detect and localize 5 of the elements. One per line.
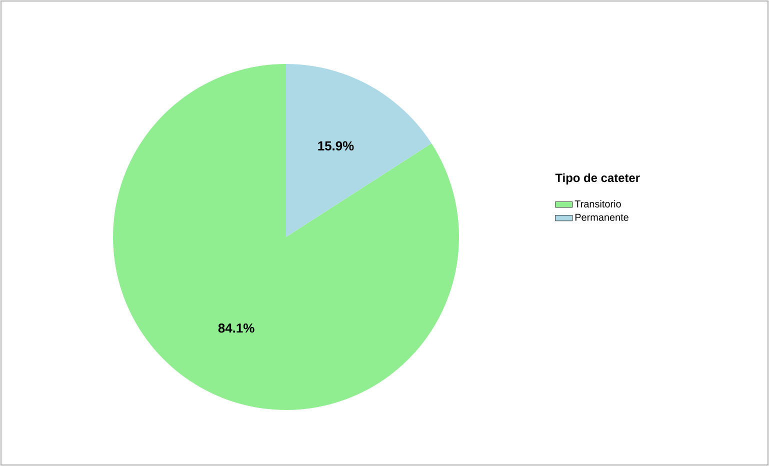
data-label: 84.1% — [218, 324, 254, 333]
legend-title: Tipo de cateter — [555, 173, 640, 184]
legend-label: Transitorio — [574, 200, 621, 208]
data-label: 15.9% — [318, 141, 354, 150]
legend-label: Permanente — [575, 214, 628, 221]
